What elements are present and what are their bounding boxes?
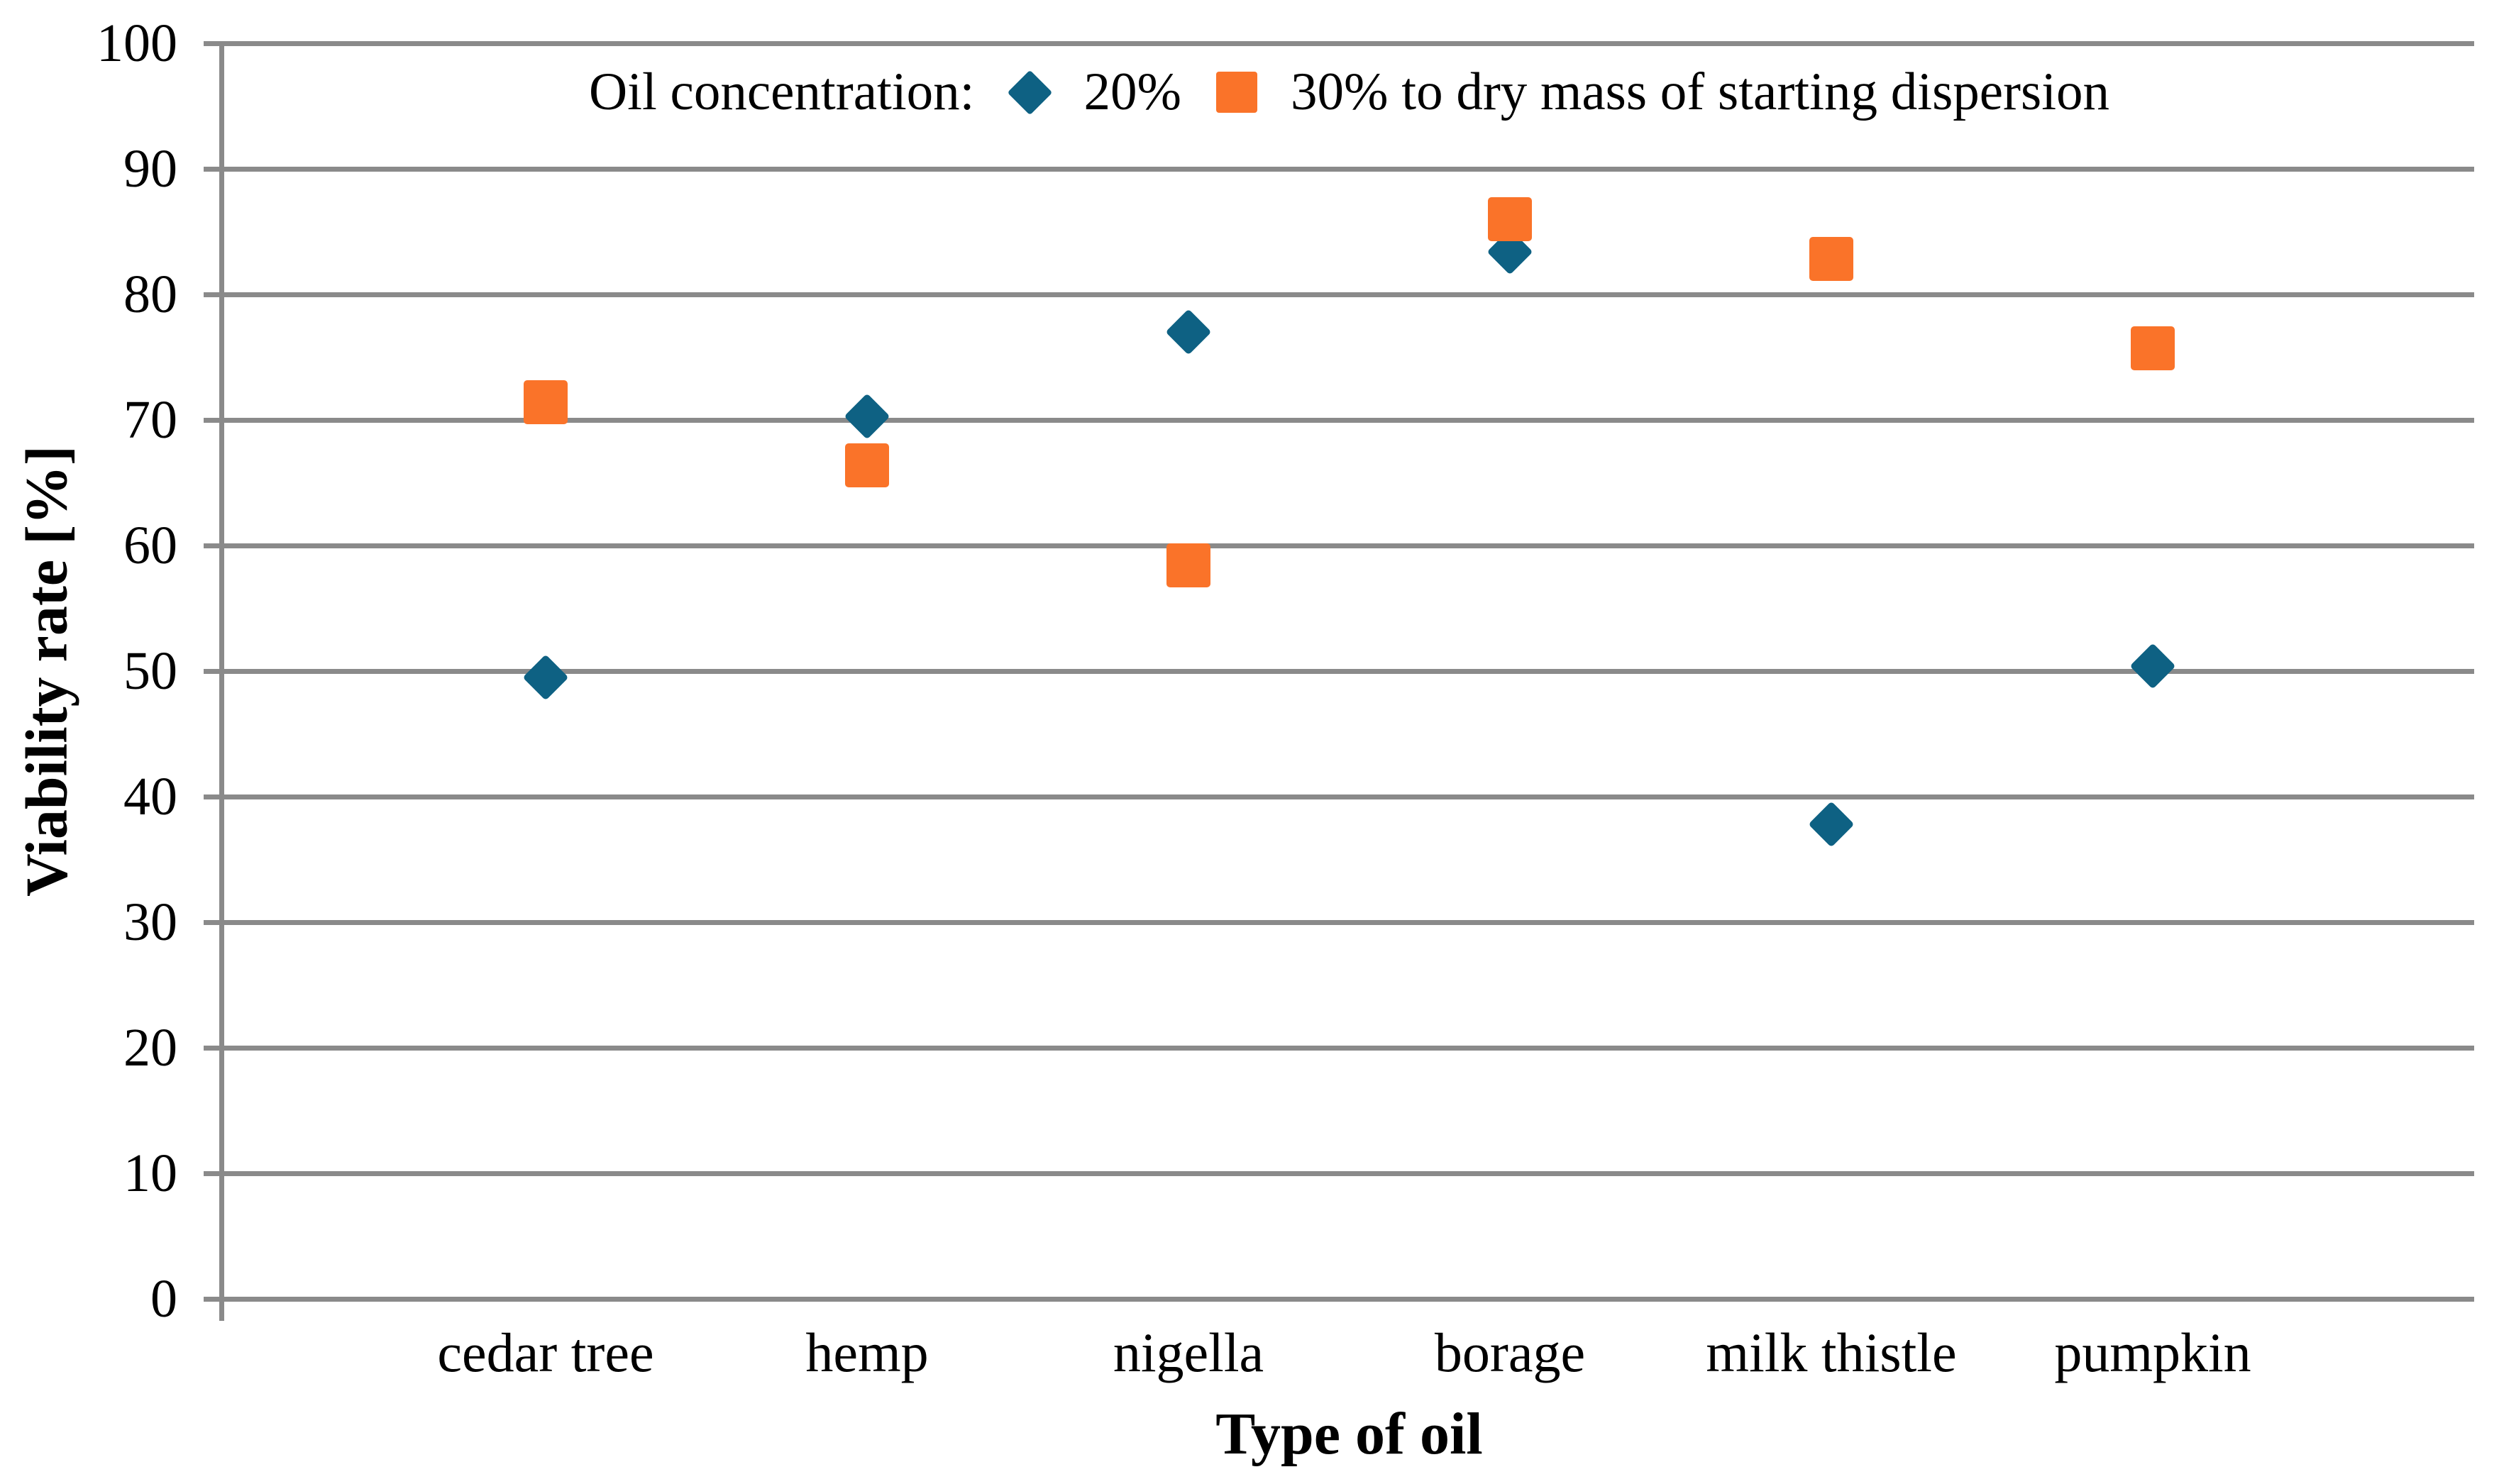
y-tick-mark (204, 1045, 224, 1051)
gridline-y-80 (224, 292, 2474, 297)
x-category-label-3: borage (1434, 1322, 1586, 1383)
gridline-y-90 (224, 166, 2474, 172)
square-legend-icon (1214, 70, 1259, 115)
diamond-marker (1007, 70, 1053, 115)
x-category-label-0: cedar tree (437, 1322, 654, 1383)
y-tick-mark (204, 543, 224, 548)
x-category-label-5: pumpkin (2054, 1322, 2251, 1383)
y-tick-label-50: 50 (123, 641, 177, 701)
y-axis-line (219, 43, 224, 1321)
y-tick-mark (204, 40, 224, 46)
gridline-y-60 (224, 543, 2474, 548)
chart-legend: Oil concentration: 20% 30% to dry mass o… (224, 57, 2474, 128)
diamond-legend-icon (1007, 70, 1053, 115)
data-point-diamond-hemp (844, 393, 890, 440)
y-tick-mark (204, 919, 224, 925)
gridline-y-10 (224, 1170, 2474, 1176)
legend-title: Oil concentration: (588, 62, 975, 121)
y-tick-label-60: 60 (123, 516, 177, 575)
y-tick-label-100: 100 (96, 13, 177, 73)
x-category-label-4: milk thistle (1706, 1322, 1957, 1383)
square-marker (1216, 72, 1257, 113)
gridline-y-70 (224, 417, 2474, 423)
data-point-square-milk-thistle (1809, 237, 1853, 282)
x-axis-title: Type of oil (1215, 1401, 1483, 1467)
data-point-diamond-milk-thistle (1808, 801, 1855, 848)
y-tick-label-80: 80 (123, 265, 177, 324)
plot-area (224, 40, 2474, 1302)
y-tick-label-90: 90 (123, 139, 177, 199)
data-point-square-cedar-tree (524, 380, 568, 425)
x-category-label-2: nigella (1113, 1322, 1264, 1383)
data-point-diamond-nigella (1165, 309, 1212, 355)
y-tick-label-40: 40 (123, 767, 177, 826)
y-tick-label-0: 0 (150, 1269, 177, 1329)
y-tick-mark (204, 794, 224, 799)
data-point-diamond-cedar-tree (522, 654, 569, 701)
y-tick-mark (204, 292, 224, 297)
gridline-y-20 (224, 1045, 2474, 1051)
legend-item-30pct: 30% to dry mass of starting dispersion (1214, 58, 2109, 126)
y-tick-label-30: 30 (123, 892, 177, 952)
gridline-y-40 (224, 794, 2474, 799)
data-point-square-nigella (1166, 543, 1210, 588)
legend-label-20pct: 20% (1083, 62, 1181, 121)
gridline-y-100 (224, 40, 2474, 46)
y-tick-mark (204, 166, 224, 172)
x-category-label-1: hemp (805, 1322, 929, 1383)
data-point-square-hemp (845, 443, 889, 487)
y-tick-label-10: 10 (123, 1144, 177, 1203)
gridline-y-0 (224, 1296, 2474, 1302)
y-tick-label-20: 20 (123, 1018, 177, 1078)
data-point-square-pumpkin (2131, 326, 2175, 371)
y-tick-mark (204, 1296, 224, 1302)
y-tick-mark (204, 1170, 224, 1176)
data-point-square-borage (1488, 196, 1532, 241)
legend-item-20pct: 20% (1007, 58, 1181, 126)
gridline-y-30 (224, 919, 2474, 925)
gridline-y-50 (224, 668, 2474, 674)
y-tick-mark (204, 668, 224, 674)
legend-label-30pct: 30% to dry mass of starting dispersion (1291, 62, 2110, 121)
y-tick-label-70: 70 (123, 390, 177, 450)
y-tick-mark (204, 417, 224, 423)
data-point-diamond-pumpkin (2129, 643, 2176, 690)
